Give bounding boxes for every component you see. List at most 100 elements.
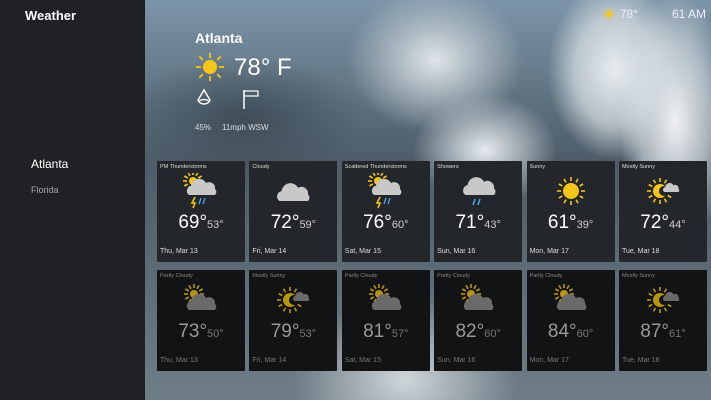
sunny-icon: [556, 177, 585, 205]
high-temp: 84°: [547, 321, 577, 342]
high-temp: 76°: [363, 212, 392, 233]
forecast-date: Tue, Mar 18: [621, 357, 660, 364]
low-temp: 59°: [299, 219, 317, 231]
condition-label: Partly Cloudy: [529, 273, 563, 279]
condition-label: PM Thunderstorms: [160, 164, 207, 170]
showers-icon: [463, 177, 496, 206]
mostly-sunny-icon: [646, 178, 680, 204]
partly-cloudy-icon: [184, 284, 217, 310]
sidebar: Weather Atlanta Florida: [0, 0, 145, 400]
low-temp: 43°: [484, 219, 501, 231]
low-temp: 53°: [299, 328, 317, 340]
forecast-card[interactable]: Showers 71°43° Sun, Mar 16: [434, 161, 523, 262]
forecast-card[interactable]: Mostly Sunny 87°61° Tue, Mar 18: [618, 270, 707, 371]
forecast-row-2: Partly Cloudy 73°50° Thu, Mar 13 Mostly Sun…: [157, 270, 707, 371]
thunderstorm-icon: [183, 173, 217, 209]
temperatures: 69°53°: [157, 212, 245, 234]
forecast-date: Thu, Mar 13: [160, 357, 198, 364]
condition-label: Partly Cloudy: [437, 273, 470, 279]
wind-value: 11mph WSW: [222, 123, 269, 132]
forecast-date: Mon, Mar 17: [529, 357, 569, 364]
forecast-date: Thu, Mar 13: [160, 248, 198, 255]
condition-label: Mostly Sunny: [621, 273, 655, 279]
low-temp: 61°: [669, 328, 686, 340]
forecast-card[interactable]: Mostly Sunny 72°44° Tue, Mar 18: [618, 161, 707, 262]
status-temperature: 78°: [619, 7, 638, 21]
high-temp: 72°: [640, 212, 669, 233]
high-temp: 72°: [270, 212, 300, 233]
temperatures: 87°61°: [619, 321, 707, 343]
condition-label: Scattered Thunderstorms: [344, 164, 407, 170]
sun-icon: [602, 7, 616, 21]
temperatures: 81°57°: [342, 321, 430, 343]
partly-cloudy-icon: [461, 284, 494, 310]
location-region: Florida: [31, 185, 59, 195]
high-temp: 82°: [455, 321, 485, 342]
status-bar: 78° 61 AM: [602, 7, 706, 21]
forecast-card[interactable]: Scattered Thunderstorms 76°60° Sat, Mar 15: [341, 161, 430, 262]
location-name: Atlanta: [31, 157, 69, 171]
forecast-card[interactable]: Partly Cloudy 81°57° Sat, Mar 15: [341, 270, 430, 371]
low-temp: 60°: [576, 328, 594, 340]
cloudy-icon: [277, 183, 310, 201]
forecast-date: Fri, Mar 14: [252, 248, 287, 255]
high-temp: 87°: [640, 321, 669, 342]
condition-label: Sunny: [529, 164, 546, 170]
condition-label: Partly Cloudy: [160, 273, 193, 279]
temperatures: 72°44°: [619, 212, 707, 234]
forecast-card[interactable]: Partly Cloudy 73°50° Thu, Mar 13: [157, 270, 245, 371]
sun-icon: [195, 52, 225, 82]
temperatures: 79°53°: [249, 321, 337, 343]
mostly-sunny-icon: [277, 287, 310, 313]
forecast-date: Sat, Mar 15: [344, 248, 381, 255]
forecast-date: Tue, Mar 18: [621, 248, 660, 255]
temperatures: 61°39°: [527, 212, 615, 234]
forecast-card[interactable]: Mostly Sunny 79°53° Fri, Mar 14: [249, 270, 338, 371]
low-temp: 50°: [207, 328, 224, 340]
condition-label: Mostly Sunny: [252, 273, 286, 279]
forecast-date: Sat, Mar 15: [344, 357, 381, 364]
low-temp: 39°: [576, 219, 594, 231]
humidity-value: 45%: [195, 123, 212, 132]
high-temp: 81°: [363, 321, 392, 342]
forecast-row: PM Thunderstorms 69°53° Thu, Mar 13 Cloudy 7…: [157, 161, 707, 262]
forecast-date: Mon, Mar 17: [529, 248, 569, 255]
condition-label: Cloudy: [252, 164, 270, 170]
temperatures: 72°59°: [249, 212, 337, 234]
temperatures: 76°60°: [342, 212, 430, 234]
condition-label: Showers: [437, 164, 459, 170]
high-temp: 69°: [178, 212, 208, 233]
condition-label: Partly Cloudy: [344, 273, 378, 279]
low-temp: 53°: [207, 219, 224, 231]
low-temp: 60°: [484, 328, 501, 340]
forecast-date: Sun, Mar 16: [437, 248, 476, 255]
forecast-card[interactable]: Cloudy 72°59° Fri, Mar 14: [249, 161, 338, 262]
forecast-date: Sun, Mar 16: [437, 357, 476, 364]
partly-cloudy-icon: [553, 284, 586, 310]
forecast-card[interactable]: Partly Cloudy 84°60° Mon, Mar 17: [526, 270, 615, 371]
app-title: Weather: [25, 8, 77, 23]
humidity-icon: [197, 88, 211, 105]
high-temp: 71°: [455, 212, 485, 233]
windsock-icon: [243, 90, 259, 109]
forecast-card[interactable]: Partly Cloudy 82°60° Sun, Mar 16: [434, 270, 523, 371]
high-temp: 73°: [178, 321, 208, 342]
thunderstorm-icon: [367, 173, 402, 209]
high-temp: 79°: [270, 321, 300, 342]
forecast-card[interactable]: Sunny 61°39° Mon, Mar 17: [526, 161, 615, 262]
current-temperature: 78° F: [234, 54, 292, 81]
current-city: Atlanta: [195, 30, 243, 46]
forecast-date: Fri, Mar 14: [252, 357, 287, 364]
low-temp: 57°: [391, 328, 409, 340]
temperatures: 84°60°: [527, 321, 615, 343]
temperatures: 73°50°: [157, 321, 245, 343]
condition-label: Mostly Sunny: [621, 164, 655, 170]
low-temp: 60°: [391, 219, 409, 231]
status-time: 61 AM: [671, 7, 706, 21]
low-temp: 44°: [669, 219, 686, 231]
temperatures: 82°60°: [434, 321, 522, 343]
mostly-sunny-icon: [646, 287, 680, 313]
forecast-card[interactable]: PM Thunderstorms 69°53° Thu, Mar 13: [157, 161, 245, 262]
temperatures: 71°43°: [434, 212, 522, 234]
high-temp: 61°: [547, 212, 577, 233]
